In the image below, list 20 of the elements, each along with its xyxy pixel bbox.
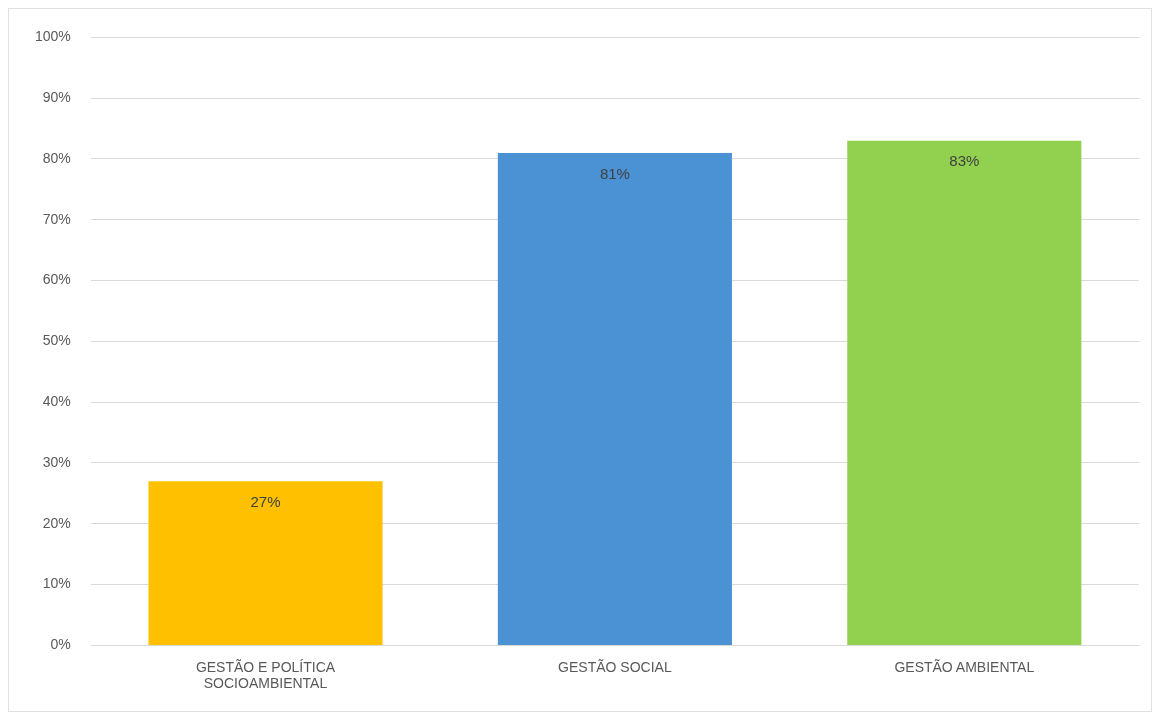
y-tick-label: 40% [42,393,71,410]
x-tick-label: GESTÃO E POLÍTICA SOCIOAMBIENTAL [195,658,336,692]
y-tick-label: 60% [42,271,71,288]
x-tick-label: GESTÃO AMBIENTAL [894,658,1035,675]
y-tick-label: 10% [42,575,71,592]
y-tick-label: 90% [42,89,71,106]
y-tick-label: 20% [42,514,71,531]
y-tick-label: 30% [42,453,71,470]
bar [847,140,1082,645]
bar [497,152,732,645]
y-tick-label: 80% [42,149,71,166]
y-tick-label: 70% [42,210,71,227]
data-label: 83% [949,152,980,170]
x-tick-label: GESTÃO SOCIAL [558,658,672,675]
data-label: 81% [599,164,630,182]
data-label: 27% [250,492,281,510]
y-tick-label: 100% [34,28,71,45]
bar [148,481,383,645]
y-tick-label: 50% [42,332,71,349]
y-tick-label: 0% [50,636,71,653]
